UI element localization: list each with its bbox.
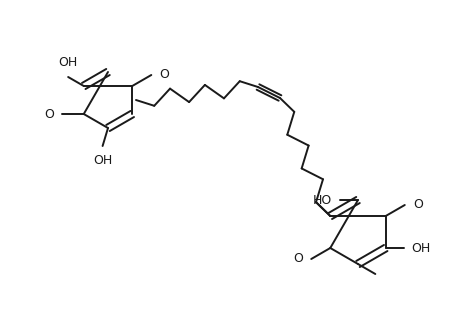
Text: OH: OH	[58, 56, 78, 69]
Text: HO: HO	[312, 193, 331, 207]
Text: OH: OH	[411, 242, 430, 254]
Text: OH: OH	[93, 154, 112, 167]
Text: O: O	[44, 107, 54, 121]
Text: O: O	[412, 198, 422, 212]
Text: O: O	[159, 69, 169, 81]
Text: O: O	[293, 253, 303, 265]
